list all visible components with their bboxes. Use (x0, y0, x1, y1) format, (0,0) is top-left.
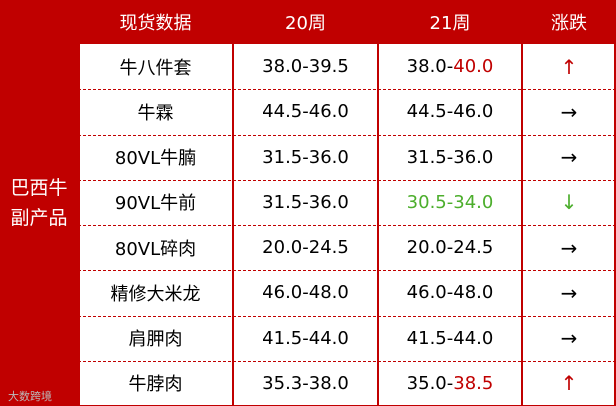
price-21: 44.5-46.0 (378, 89, 522, 134)
item-name: 肩胛肉 (128, 329, 183, 351)
header-cell: 21周 (378, 0, 522, 44)
header-cell: 20周 (233, 0, 378, 44)
price-part: 44.5-46.0 (406, 101, 494, 123)
side-label: 巴西牛 副产品 (0, 0, 78, 406)
trend: ↑ (560, 371, 578, 396)
price-part: 41.5-44.0 (406, 327, 494, 349)
price-part: 35.0- (406, 372, 454, 394)
price-21: 30.5-34.0 (378, 180, 522, 225)
item-name: 90VL牛前 (114, 193, 197, 215)
item-name: 牛脖肉 (128, 374, 183, 396)
item-name: 精修大米龙 (110, 283, 201, 305)
row-divider (78, 89, 616, 91)
row-divider (78, 225, 616, 226)
col-divider (521, 44, 523, 406)
price-20: 35.3-38.0 (262, 372, 349, 394)
price-20: 31.5-36.0 (262, 191, 349, 213)
price-20: 44.5-46.0 (262, 101, 349, 123)
item-name: 80VL碎肉 (114, 238, 197, 260)
price-part: 30.5-34.0 (406, 191, 494, 213)
row-divider (78, 134, 616, 136)
price-part: 38.5 (453, 372, 494, 394)
item-name: 牛霖 (137, 102, 174, 124)
header-cell: 涨跌 (522, 0, 616, 44)
trend: ↑ (560, 54, 578, 79)
price-20: 31.5-36.0 (262, 146, 349, 168)
price-21: 31.5-36.0 (378, 135, 522, 180)
trend: → (560, 145, 578, 170)
price-20: 41.5-44.0 (262, 327, 349, 349)
price-21: 20.0-24.5 (378, 225, 522, 270)
side-line: 巴西牛 (10, 177, 68, 199)
trend: → (560, 326, 578, 351)
price-part: 31.5-36.0 (406, 146, 494, 168)
row-divider (78, 270, 616, 272)
item-name: 80VL牛腩 (114, 148, 197, 170)
trend: → (560, 235, 578, 260)
price-part: 20.0-24.5 (406, 237, 494, 259)
price-20: 46.0-48.0 (262, 282, 349, 304)
col-divider (377, 44, 379, 406)
trend: → (560, 99, 578, 124)
row-divider (78, 360, 616, 362)
price-part: 40.0 (453, 56, 494, 78)
price-21: 41.5-44.0 (378, 316, 522, 361)
col-divider (78, 44, 80, 406)
trend: ↓ (560, 190, 578, 215)
price-21: 35.0- 38.5 (378, 361, 522, 406)
price-21: 46.0-48.0 (378, 270, 522, 315)
col-divider (614, 44, 616, 406)
price-20: 38.0-39.5 (262, 56, 349, 78)
row-divider (78, 179, 616, 181)
price-20: 20.0-24.5 (262, 237, 349, 259)
price-part: 38.0- (406, 56, 454, 78)
col-divider (232, 44, 234, 406)
row-divider (78, 315, 616, 317)
price-21: 38.0- 40.0 (378, 44, 522, 89)
watermark: 大数跨境 (8, 390, 52, 403)
trend: → (560, 280, 578, 305)
side-line: 副产品 (10, 207, 68, 229)
price-part: 46.0-48.0 (406, 282, 494, 304)
item-name: 牛八件套 (119, 57, 192, 79)
header-cell: 现货数据 (78, 0, 233, 44)
